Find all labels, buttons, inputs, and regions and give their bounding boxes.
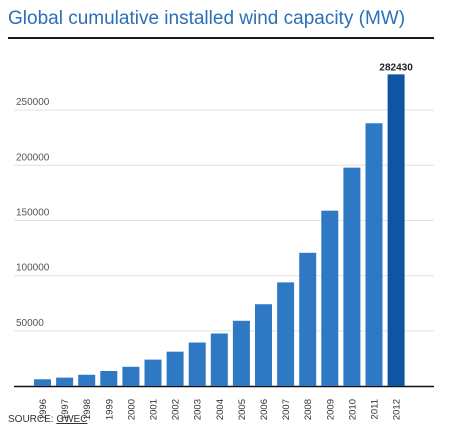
- x-tick-label: 2009: [325, 399, 336, 420]
- gridlines: [14, 109, 434, 388]
- x-tick-label: 2006: [259, 399, 270, 420]
- bar: [100, 370, 118, 386]
- bar: [365, 123, 383, 386]
- x-tick-label: 2007: [281, 399, 292, 420]
- y-tick-label: 100000: [16, 263, 50, 274]
- bar: [277, 282, 295, 386]
- x-tick-label: 1998: [82, 399, 93, 420]
- bar: [188, 342, 206, 386]
- bar: [387, 74, 405, 387]
- x-tick-label: 2003: [193, 399, 204, 420]
- y-tick-label: 50000: [16, 318, 44, 329]
- bars: [34, 74, 405, 387]
- x-tick-label: 2004: [215, 399, 226, 420]
- x-tick-label: 1996: [38, 399, 49, 420]
- bar: [56, 377, 74, 386]
- bar: [122, 366, 140, 386]
- source-link[interactable]: GWEC: [56, 414, 88, 425]
- bar: [210, 333, 228, 386]
- y-tick-label: 150000: [16, 207, 50, 218]
- y-tick-label: 200000: [16, 152, 50, 163]
- bar: [232, 320, 250, 386]
- y-tick-label: 250000: [16, 97, 50, 108]
- labels: 50000 100000 150000 200000 250000 1996 1997 199…: [16, 62, 413, 420]
- x-tick-label: 2002: [171, 399, 182, 420]
- x-tick-label: 2005: [237, 399, 248, 420]
- bar: [34, 379, 51, 386]
- data-label: 282430: [379, 62, 413, 73]
- source-line: SOURCE: GWEC: [8, 414, 87, 425]
- bar: [343, 167, 361, 386]
- x-tick-label: 1999: [104, 399, 115, 420]
- bar: [255, 304, 272, 386]
- bar: [78, 374, 96, 386]
- bar: [144, 359, 162, 386]
- x-tick-label: 2000: [126, 399, 137, 420]
- chart-title: Global cumulative installed wind capacit…: [8, 8, 406, 29]
- bar: [299, 252, 317, 386]
- bar: [166, 351, 184, 386]
- source-label: SOURCE:: [8, 414, 54, 425]
- x-tick-label: 2011: [370, 399, 381, 419]
- x-tick-label: 1997: [60, 399, 71, 420]
- x-tick-label: 2001: [149, 399, 160, 420]
- x-tick-label: 2012: [392, 399, 403, 420]
- title-divider: [8, 37, 434, 39]
- bar: [321, 210, 339, 386]
- x-tick-label: 2008: [303, 399, 314, 420]
- x-tick-label: 2010: [347, 399, 358, 420]
